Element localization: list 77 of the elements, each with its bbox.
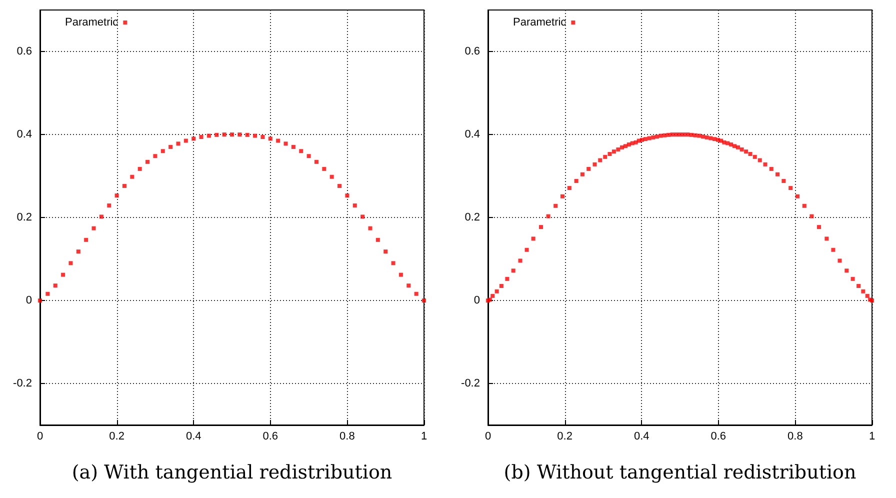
x-axis-title: (a) With tangential redistribution [72,462,392,484]
point [38,298,42,302]
point [230,132,234,136]
point [206,134,211,138]
legend-label: Parametric [64,16,119,28]
point [414,292,418,296]
point [376,238,380,242]
point [276,138,280,143]
x-tick-label: 1 [420,430,428,442]
y-tick-label: 0.4 [464,128,480,140]
y-tick-label: 0.2 [464,212,480,224]
legend-label: Parametric [512,16,567,28]
x-tick-label: 0.4 [186,430,202,442]
point [122,184,126,188]
point [192,136,196,141]
x-axis-title: (b) Without tangential redistribution [504,462,856,484]
point [398,272,403,277]
point [53,284,58,288]
x-tick-label: 1 [868,430,876,442]
point [352,203,357,208]
y-tick-label: 0.6 [16,46,32,58]
x-tick-label: 0.6 [262,430,278,442]
point [391,261,396,266]
point [384,250,388,254]
point [222,132,226,136]
point [160,149,165,154]
point [284,142,288,146]
point [199,134,204,139]
x-tick-label: 0.2 [557,430,572,442]
y-tick-label: 0.4 [16,128,32,140]
point [291,144,296,149]
point [138,166,142,171]
point [268,136,272,141]
point [61,272,66,277]
x-tick-label: 0 [36,430,44,442]
point [299,149,304,154]
point [176,142,180,146]
point [107,203,112,208]
y-tick-label: 0 [474,294,480,306]
point [306,154,311,158]
x-tick-label: 0.6 [710,430,726,442]
point [76,250,80,254]
point [130,174,134,179]
x-tick-label: 0.8 [788,430,803,442]
point [84,238,88,242]
point [68,261,73,266]
point [114,194,119,198]
point [46,292,50,296]
y-tick-label: 0 [26,294,32,306]
point [92,226,96,230]
point [422,298,426,302]
point [146,160,150,164]
y-tick-label: -0.2 [13,378,32,390]
y-tick-label: 0.6 [464,46,480,58]
point [345,194,350,198]
point [238,132,242,136]
point [153,154,158,158]
point [360,214,365,219]
point [168,144,173,149]
point [314,160,318,164]
y-tick-label: -0.2 [461,378,480,390]
point [368,226,372,230]
x-tick-label: 0.8 [340,430,355,442]
x-tick-label: 0.2 [109,430,124,442]
point [253,134,258,138]
point [260,134,265,139]
y-tick-label: 0.2 [16,212,32,224]
point [338,184,342,188]
point [99,214,104,219]
x-tick-label: 0.4 [634,430,650,442]
point [322,166,326,171]
point [214,132,219,137]
point [245,132,250,137]
point [330,174,334,179]
x-tick-label: 0 [484,430,492,442]
point [184,138,188,143]
point [406,284,411,288]
